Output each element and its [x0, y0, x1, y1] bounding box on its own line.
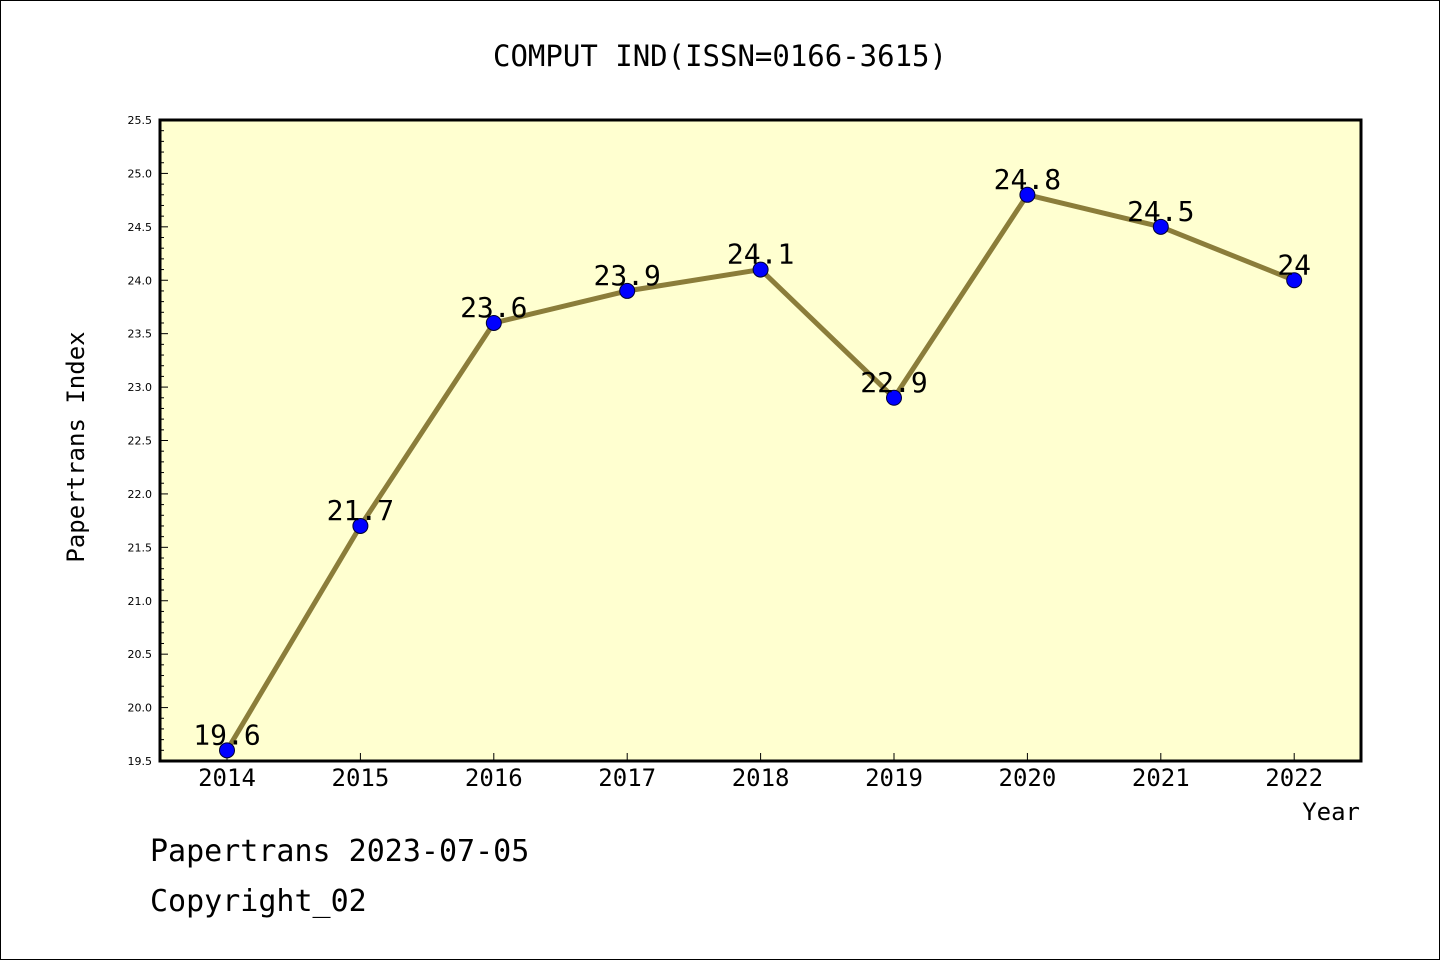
y-tick-label: 25.5: [128, 114, 153, 127]
y-tick-label: 23.5: [128, 328, 153, 341]
data-point: [1286, 272, 1303, 289]
data-point: [219, 742, 235, 759]
y-tick-label: 24.5: [128, 221, 153, 234]
data-point: [619, 282, 636, 299]
x-axis: 2014 2015 2016 2017 2018 2019 2020 2021 2022: [198, 753, 1323, 792]
y-tick-label: 19.5: [128, 755, 153, 768]
data-point: [1152, 218, 1169, 235]
x-tick-label: 2019: [865, 764, 923, 792]
data-point: [1019, 186, 1036, 203]
x-tick-label: 2016: [465, 764, 523, 792]
y-tick-label: 23.0: [128, 381, 153, 394]
y-tick-label: 20.5: [128, 648, 153, 661]
data-point: [352, 517, 369, 534]
x-tick-label: 2014: [198, 764, 256, 792]
y-tick-label: 24.0: [128, 274, 153, 287]
x-tick-label: 2015: [332, 764, 390, 792]
footer-copyright: Copyright_02: [150, 884, 367, 919]
x-tick-label: 2021: [1132, 764, 1190, 792]
data-label: 24.1: [727, 238, 794, 271]
data-label: 21.7: [327, 494, 394, 527]
y-axis: 19.5 20.0 20.5 21.0 21.5 22.0 22.5 23.0 23.5 24.0…: [128, 114, 168, 768]
y-tick-label: 22.5: [128, 435, 153, 448]
data-label: 24.5: [1127, 195, 1194, 228]
data-point: [752, 261, 769, 278]
x-tick-label: 2017: [598, 764, 656, 792]
y-tick-label: 20.0: [128, 702, 153, 715]
y-tick-label: 21.0: [128, 595, 153, 608]
data-point: [485, 314, 502, 331]
x-tick-label: 2018: [732, 764, 790, 792]
y-axis-label: Papertrans Index: [62, 331, 90, 562]
y-tick-label: 21.5: [128, 541, 153, 554]
data-label: 23.6: [460, 291, 527, 324]
y-tick-label: 25.0: [128, 167, 153, 180]
series-group: 19.6 21.7 23.6 23.9 24.1 22.9 24.8 24.5 24: [193, 163, 1311, 759]
data-label: 24: [1277, 248, 1311, 281]
x-tick-label: 2020: [999, 764, 1057, 792]
x-axis-label: Year: [1302, 798, 1360, 826]
data-label: 19.6: [193, 718, 260, 751]
footer-date: Papertrans 2023-07-05: [150, 834, 530, 869]
data-label: 23.9: [593, 259, 660, 292]
data-label: 22.9: [860, 366, 927, 399]
chart-title: COMPUT IND(ISSN=0166-3615): [493, 39, 947, 73]
y-tick-label: 22.0: [128, 488, 153, 501]
data-label: 24.8: [994, 163, 1061, 196]
data-point: [886, 389, 902, 406]
x-tick-label: 2022: [1265, 764, 1323, 792]
